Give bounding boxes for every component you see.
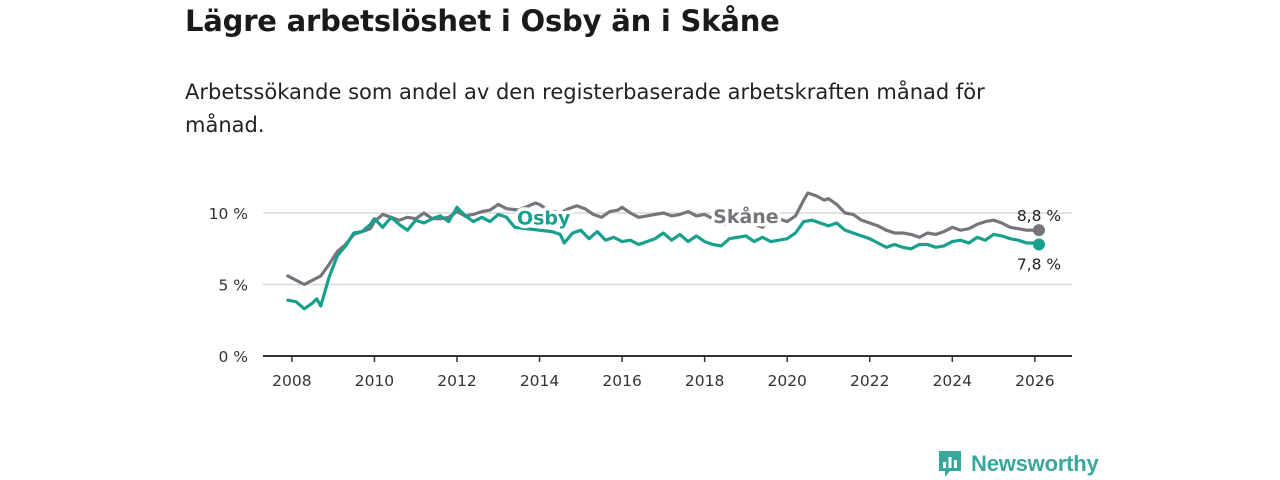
x-tick-label: 2026 [1015,372,1054,390]
brand-name: Newsworthy [971,451,1099,476]
x-tick-label: 2010 [355,372,394,390]
series-name-label: Osby [517,207,571,229]
x-tick-label: 2014 [520,372,559,390]
x-tick-label: 2016 [602,372,641,390]
y-tick-label: 10 % [209,205,248,223]
series-line-skne [286,191,1041,287]
x-tick-label: 2020 [767,372,806,390]
series-end-label: 8,8 % [1017,207,1061,225]
newsworthy-logo-icon [939,451,961,477]
series-end-marker [1032,224,1045,237]
y-tick-label: 5 % [218,277,248,295]
x-tick-label: 2008 [272,372,311,390]
series-name-label: Skåne [713,204,779,228]
x-tick-label: 2012 [437,372,476,390]
y-tick-label: 0 % [218,348,248,366]
brand: Newsworthy [937,448,1099,480]
x-tick-label: 2022 [850,372,889,390]
series-line-osby [286,205,1041,311]
x-tick-label: 2018 [685,372,724,390]
chart-subtitle: Arbetssökande som andel av den registerb… [185,80,985,137]
chart-title: Lägre arbetslöshet i Osby än i Skåne [185,4,780,38]
x-tick-label: 2024 [933,372,972,390]
series-end-marker [1032,238,1045,251]
series-end-label: 7,8 % [1017,255,1061,273]
